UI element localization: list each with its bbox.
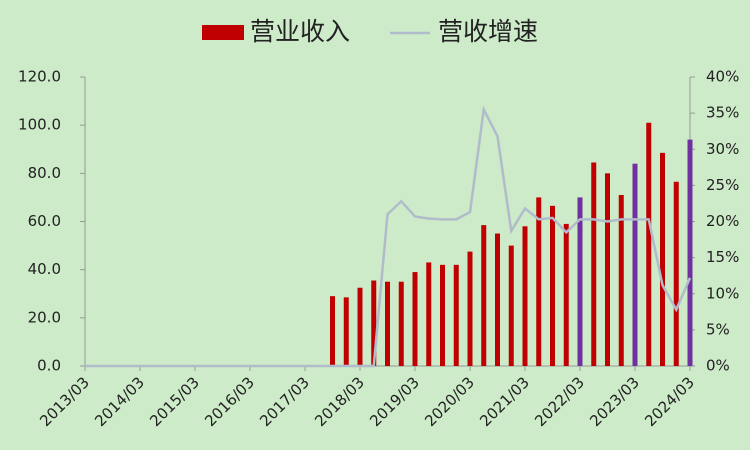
bar [687,139,693,366]
x-tick-label: 2017/03 [256,373,313,430]
x-tick-label: 2013/03 [36,373,93,430]
y-tick-label: 40.0 [28,260,61,278]
y2-tick-label: 10% [706,284,739,302]
bar [536,197,542,366]
bar [467,251,473,366]
x-tick-label: 2024/03 [641,373,698,430]
bar [673,181,679,366]
x-tick-label: 2021/03 [476,373,533,430]
bar [591,162,597,366]
x-tick-label: 2014/03 [91,373,148,430]
y2-tick-label: 20% [706,212,739,230]
bar [632,163,638,366]
y2-tick-label: 30% [706,140,739,158]
legend-swatch [202,25,244,40]
y2-tick-label: 35% [706,104,739,122]
bar [412,272,418,366]
bar [563,223,569,366]
bar [481,225,487,366]
bar [660,152,665,366]
x-tick-label: 2015/03 [146,373,203,430]
y2-tick-label: 5% [706,320,730,338]
legend-label: 营业收入 [250,17,350,46]
x-tick-label: 2020/03 [421,373,478,430]
x-tick-label: 2023/03 [586,373,643,430]
bar [646,122,652,366]
bar [385,281,390,366]
bar [453,264,459,366]
bar [577,197,583,366]
bar [343,297,349,366]
y2-tick-label: 25% [706,176,739,194]
bar [550,205,555,366]
bar [522,226,528,366]
y-tick-label: 80.0 [28,164,61,182]
bar [357,287,363,366]
y-tick-label: 60.0 [28,212,61,230]
y-tick-label: 100.0 [18,116,61,134]
bar [605,173,610,366]
bar [330,296,335,366]
bar [440,264,445,366]
y-tick-label: 120.0 [18,68,61,86]
bar [398,281,404,366]
x-tick-label: 2019/03 [366,373,423,430]
bar [618,195,624,366]
bar [495,233,500,366]
legend-label: 营收增速 [438,17,538,46]
bar [426,262,432,366]
y2-tick-label: 40% [706,68,739,86]
x-tick-label: 2018/03 [311,373,368,430]
y-tick-label: 20.0 [28,308,61,326]
y-tick-label: 0.0 [37,357,61,375]
x-tick-label: 2016/03 [201,373,258,430]
bar [508,245,514,366]
y2-tick-label: 0% [706,357,730,375]
growth-line [85,105,692,368]
y2-tick-label: 15% [706,248,739,266]
x-tick-label: 2022/03 [531,373,588,430]
bar [371,280,377,366]
